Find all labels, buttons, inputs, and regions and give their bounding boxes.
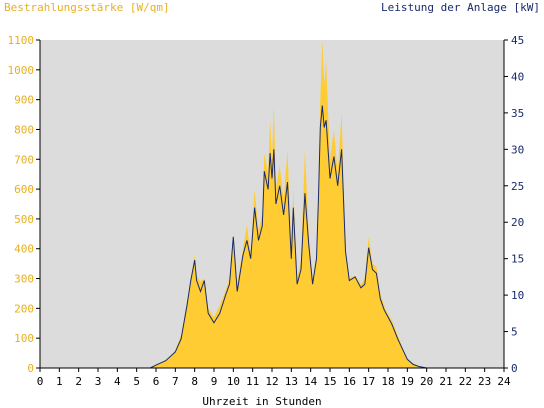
left-tick-label: 1000 <box>8 64 35 77</box>
right-tick-label: 40 <box>511 70 524 83</box>
left-tick-label: 300 <box>14 273 34 286</box>
left-tick-label: 1100 <box>8 34 35 47</box>
right-tick-label: 20 <box>511 216 524 229</box>
irradiance-area <box>40 40 504 368</box>
x-tick-label: 21 <box>439 375 452 388</box>
x-tick-label: 17 <box>362 375 375 388</box>
x-tick-label: 9 <box>211 375 218 388</box>
x-tick-label: 7 <box>172 375 179 388</box>
right-tick-label: 35 <box>511 107 524 120</box>
left-tick-label: 700 <box>14 153 34 166</box>
x-tick-label: 2 <box>75 375 82 388</box>
x-tick-label: 0 <box>37 375 44 388</box>
right-tick-label: 15 <box>511 253 524 266</box>
left-axis-title: Bestrahlungsstärke [W/qm] <box>4 1 170 14</box>
x-axis-ticks: 0 1 2 3 4 5 6 7 8 9 10 11 12 13 14 15 16 17 18 19 20 21 22 23 24 <box>37 368 511 388</box>
x-tick-label: 19 <box>401 375 414 388</box>
power-series <box>40 105 504 369</box>
right-tick-label: 25 <box>511 180 524 193</box>
right-tick-label: 0 <box>511 362 518 375</box>
x-tick-label: 6 <box>153 375 160 388</box>
left-tick-label: 200 <box>14 302 34 315</box>
x-tick-label: 15 <box>323 375 336 388</box>
x-tick-label: 24 <box>497 375 511 388</box>
left-tick-label: 600 <box>14 183 34 196</box>
left-tick-label: 900 <box>14 94 34 107</box>
left-tick-label: 400 <box>14 243 34 256</box>
right-tick-label: 5 <box>511 326 518 339</box>
x-tick-label: 13 <box>285 375 298 388</box>
left-tick-label: 800 <box>14 123 34 136</box>
right-tick-label: 45 <box>511 34 524 47</box>
right-axis-ticks: 0 5 10 15 20 25 30 35 40 45 <box>504 34 524 375</box>
x-tick-label: 11 <box>246 375 259 388</box>
irradiance-series <box>40 40 504 368</box>
x-tick-label: 14 <box>304 375 318 388</box>
x-tick-label: 12 <box>265 375 278 388</box>
x-axis-title: Uhrzeit in Stunden <box>202 395 321 408</box>
x-tick-label: 20 <box>420 375 433 388</box>
x-tick-label: 8 <box>191 375 198 388</box>
x-tick-label: 22 <box>459 375 472 388</box>
power-line <box>40 105 504 369</box>
left-tick-label: 500 <box>14 213 34 226</box>
x-tick-label: 4 <box>114 375 121 388</box>
left-axis-ticks: 0 100 200 300 400 500 600 700 800 900 1000 1100 <box>8 34 40 375</box>
x-tick-label: 23 <box>478 375 491 388</box>
right-tick-label: 10 <box>511 289 524 302</box>
x-tick-label: 5 <box>133 375 140 388</box>
x-tick-label: 1 <box>56 375 63 388</box>
x-tick-label: 10 <box>227 375 240 388</box>
left-tick-label: 0 <box>27 362 34 375</box>
x-tick-label: 3 <box>95 375 102 388</box>
right-axis-title: Leistung der Anlage [kW] <box>381 1 540 14</box>
right-tick-label: 30 <box>511 143 524 156</box>
x-tick-label: 16 <box>343 375 356 388</box>
x-tick-label: 18 <box>381 375 394 388</box>
left-tick-label: 100 <box>14 332 34 345</box>
